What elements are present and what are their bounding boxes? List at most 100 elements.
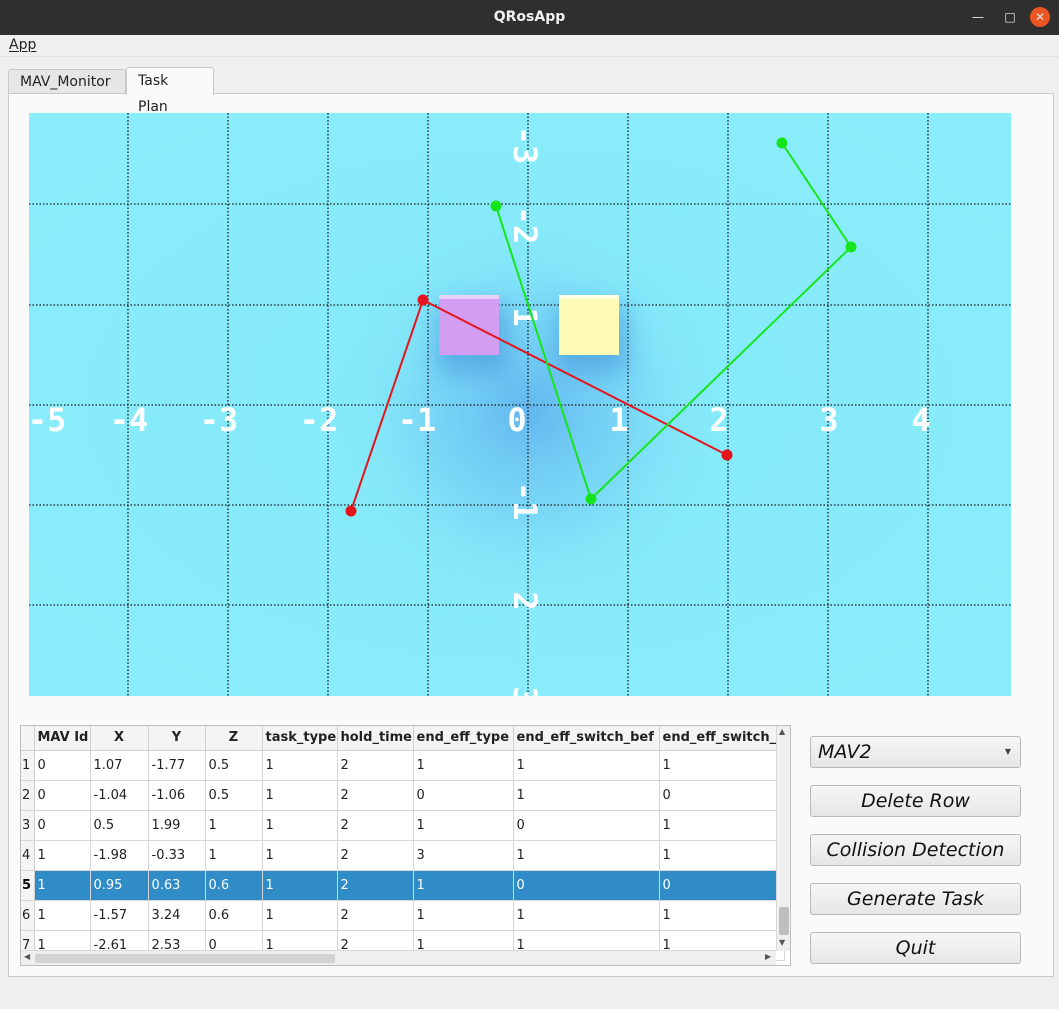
table-cell[interactable]: 2: [337, 750, 414, 781]
table-cell[interactable]: 1.99: [148, 810, 206, 841]
maximize-icon[interactable]: □: [1004, 10, 1016, 24]
tab-task-plan[interactable]: Task Plan: [126, 67, 214, 115]
column-header[interactable]: end_eff_switch_bef: [513, 726, 660, 751]
column-header[interactable]: end_eff_type: [413, 726, 514, 751]
table-row[interactable]: 6 1 -1.57 3.24 0.6 1 2 1 1 1: [21, 900, 785, 931]
table-cell[interactable]: 0: [34, 810, 91, 841]
task-plan-plot[interactable]: -5 -4 -3 -2 -1 0 1 2 3 4 -3 -2 -1 2 3 1: [29, 113, 1011, 696]
table-cell[interactable]: 1: [413, 870, 514, 901]
corner-header[interactable]: [21, 726, 35, 751]
y-tick-label: 2: [506, 591, 544, 610]
table-cell[interactable]: 0.5: [205, 750, 263, 781]
table-cell[interactable]: -1.04: [90, 780, 149, 811]
table-cell[interactable]: 2: [337, 870, 414, 901]
table-row[interactable]: 1 0 1.07 -1.77 0.5 1 2 1 1 1: [21, 750, 785, 781]
table-cell[interactable]: 1: [262, 750, 338, 781]
table-cell[interactable]: 0.6: [205, 900, 263, 931]
scroll-up-icon[interactable]: ▲: [779, 727, 786, 736]
column-header[interactable]: Y: [148, 726, 206, 751]
table-cell[interactable]: 1: [262, 870, 338, 901]
mav-select[interactable]: MAV2 ▼: [810, 736, 1021, 768]
vertical-scrollbar[interactable]: ▲ ▼: [776, 726, 790, 951]
table-cell[interactable]: 1: [513, 750, 660, 781]
table-row[interactable]: 3 0 0.5 1.99 1 1 2 1 0 1: [21, 810, 785, 841]
table-cell[interactable]: 0.95: [90, 870, 149, 901]
table-cell[interactable]: 1: [513, 900, 660, 931]
table-cell[interactable]: 2: [337, 780, 414, 811]
table-cell[interactable]: 1.07: [90, 750, 149, 781]
column-header[interactable]: MAV Id: [34, 726, 91, 751]
scroll-left-icon[interactable]: ◀: [24, 952, 31, 961]
table-cell[interactable]: 1: [413, 900, 514, 931]
table-cell[interactable]: 2: [337, 810, 414, 841]
table-cell[interactable]: 0: [659, 870, 785, 901]
table-cell[interactable]: 1: [262, 810, 338, 841]
vertical-scroll-thumb[interactable]: [779, 907, 789, 935]
table-cell[interactable]: 1: [659, 900, 785, 931]
table-cell[interactable]: 2: [337, 840, 414, 871]
table-cell[interactable]: 0: [34, 780, 91, 811]
horizontal-scroll-thumb[interactable]: [35, 954, 335, 963]
table-cell[interactable]: -1.77: [148, 750, 206, 781]
column-header[interactable]: X: [90, 726, 149, 751]
row-number[interactable]: 1: [21, 750, 35, 781]
table-cell[interactable]: 1: [659, 750, 785, 781]
table-cell[interactable]: 2: [337, 900, 414, 931]
tab-mav-monitor[interactable]: MAV_Monitor: [8, 69, 126, 94]
generate-task-button[interactable]: Generate Task: [810, 883, 1021, 915]
table-cell[interactable]: -1.98: [90, 840, 149, 871]
waypoint-green: [776, 137, 788, 149]
table-cell[interactable]: 3.24: [148, 900, 206, 931]
table-row[interactable]: 5 1 0.95 0.63 0.6 1 2 1 0 0: [21, 870, 785, 901]
table-cell[interactable]: 1: [513, 780, 660, 811]
horizontal-scrollbar[interactable]: ◀ ▶: [21, 950, 776, 965]
task-table-container[interactable]: MAV Id X Y Z task_type hold_time end_eff…: [20, 725, 791, 966]
table-cell[interactable]: 0: [34, 750, 91, 781]
row-number[interactable]: 5: [21, 870, 35, 901]
column-header[interactable]: task_type: [262, 726, 338, 751]
table-cell[interactable]: 1: [413, 810, 514, 841]
table-cell[interactable]: 0.5: [205, 780, 263, 811]
table-row[interactable]: 2 0 -1.04 -1.06 0.5 1 2 0 1 0: [21, 780, 785, 811]
table-cell[interactable]: 0: [513, 810, 660, 841]
table-cell[interactable]: 0: [659, 780, 785, 811]
column-header[interactable]: Z: [205, 726, 263, 751]
table-cell[interactable]: 1: [513, 840, 660, 871]
row-number[interactable]: 6: [21, 900, 35, 931]
table-cell[interactable]: 0: [513, 870, 660, 901]
scroll-down-icon[interactable]: ▼: [779, 938, 786, 947]
table-cell[interactable]: 0.5: [90, 810, 149, 841]
table-cell[interactable]: -0.33: [148, 840, 206, 871]
scroll-right-icon[interactable]: ▶: [765, 952, 772, 961]
minimize-icon[interactable]: —: [972, 10, 984, 24]
table-cell[interactable]: 1: [262, 780, 338, 811]
waypoint-green: [585, 493, 597, 505]
table-cell[interactable]: -1.57: [90, 900, 149, 931]
row-number[interactable]: 2: [21, 780, 35, 811]
table-cell[interactable]: 0: [413, 780, 514, 811]
table-cell[interactable]: 1: [262, 900, 338, 931]
row-number[interactable]: 4: [21, 840, 35, 871]
delete-row-button[interactable]: Delete Row: [810, 785, 1021, 817]
table-cell[interactable]: 1: [413, 750, 514, 781]
column-header[interactable]: hold_time: [337, 726, 414, 751]
menu-app[interactable]: App: [9, 37, 37, 53]
table-cell[interactable]: 1: [262, 840, 338, 871]
table-cell[interactable]: 3: [413, 840, 514, 871]
collision-detection-button[interactable]: Collision Detection: [810, 834, 1021, 866]
quit-button[interactable]: Quit: [810, 932, 1021, 964]
table-cell[interactable]: 1: [659, 810, 785, 841]
table-cell[interactable]: 1: [34, 900, 91, 931]
table-cell[interactable]: 0.63: [148, 870, 206, 901]
table-cell[interactable]: 1: [34, 840, 91, 871]
table-cell[interactable]: 1: [205, 840, 263, 871]
table-cell[interactable]: -1.06: [148, 780, 206, 811]
column-header[interactable]: end_eff_switch_: [659, 726, 785, 751]
row-number[interactable]: 3: [21, 810, 35, 841]
table-row[interactable]: 4 1 -1.98 -0.33 1 1 2 3 1 1: [21, 840, 785, 871]
close-icon[interactable]: ✕: [1030, 7, 1050, 27]
table-cell[interactable]: 1: [205, 810, 263, 841]
table-cell[interactable]: 0.6: [205, 870, 263, 901]
table-cell[interactable]: 1: [34, 870, 91, 901]
table-cell[interactable]: 1: [659, 840, 785, 871]
